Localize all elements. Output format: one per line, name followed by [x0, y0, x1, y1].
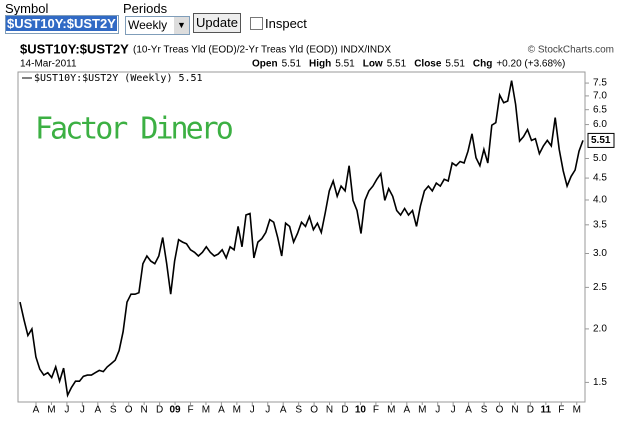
x-tick-label: J: [435, 405, 440, 416]
credit: © StockCharts.com: [528, 45, 614, 56]
y-tick-label: 2.0: [593, 324, 607, 335]
y-tick-label: 6.0: [593, 119, 607, 130]
quote-label: Close: [414, 59, 442, 70]
quote-value: 5.51: [335, 59, 355, 70]
y-tick-label: 3.5: [593, 219, 607, 230]
x-tick-label: 10: [355, 405, 367, 416]
x-tick-label: 09: [169, 405, 181, 416]
x-tick-label: A: [218, 405, 225, 416]
x-tick-label: N: [326, 405, 333, 416]
periods-select[interactable]: Weekly ▼: [125, 16, 190, 35]
x-tick-label: 11: [541, 405, 552, 416]
y-tick-label: 5.0: [593, 153, 607, 164]
symbol-input[interactable]: $UST10Y:$UST2Y: [5, 15, 119, 34]
chart-subtitle: (10-Yr Treas Yld (EOD)/2-Yr Treas Yld (E…: [133, 45, 391, 56]
x-tick-label: M: [387, 405, 395, 416]
x-tick-label: A: [94, 405, 101, 416]
x-tick-label: J: [265, 405, 270, 416]
select-arrow: ▼: [174, 17, 189, 34]
inspect-label: Inspect: [265, 16, 307, 31]
y-tick-label: 7.5: [593, 78, 607, 89]
x-tick-label: J: [64, 405, 69, 416]
x-tick-label: O: [496, 405, 504, 416]
x-tick-label: N: [511, 405, 518, 416]
x-tick-label: J: [250, 405, 255, 416]
symbol-label: Symbol: [5, 1, 49, 16]
y-tick-label: 3.0: [593, 248, 607, 259]
watermark: Factor Dinero: [35, 112, 233, 147]
last-value-box: [587, 132, 615, 148]
x-tick-label: M: [202, 405, 210, 416]
date: 14-Mar-2011: [20, 59, 77, 70]
x-tick-label: J: [451, 405, 456, 416]
x-tick-label: F: [558, 405, 564, 416]
x-tick-label: M: [47, 405, 55, 416]
x-tick-label: F: [187, 405, 193, 416]
x-tick-label: S: [481, 405, 488, 416]
y-tick-label: 7.0: [593, 91, 607, 102]
x-tick-label: M: [573, 405, 581, 416]
x-tick-label: A: [280, 405, 287, 416]
update-button[interactable]: Update: [193, 13, 241, 33]
x-tick-label: F: [373, 405, 379, 416]
legend-label: $UST10Y:$UST2Y (Weekly) 5.51: [34, 73, 203, 84]
periods-value: Weekly: [128, 18, 168, 32]
x-tick-label: O: [310, 405, 318, 416]
x-tick-label: S: [295, 405, 302, 416]
plot-frame: [17, 71, 586, 403]
quote-value: 5.51: [445, 59, 465, 70]
symbol-text: $UST10Y:$UST2Y: [6, 16, 117, 31]
y-tick-label: 2.5: [593, 282, 607, 293]
quote-label: Open: [252, 59, 278, 70]
quote-label: Low: [363, 59, 383, 70]
quote-value: 5.51: [387, 59, 407, 70]
x-tick-label: D: [341, 405, 348, 416]
x-tick-label: M: [233, 405, 241, 416]
x-tick-label: M: [418, 405, 426, 416]
quote-label: Chg: [473, 59, 492, 70]
x-tick-label: D: [527, 405, 534, 416]
periods-label: Periods: [123, 1, 168, 16]
x-tick-label: N: [141, 405, 148, 416]
series-line: [19, 80, 584, 398]
inspect-checkbox[interactable]: [250, 17, 263, 30]
x-tick-label: S: [110, 405, 117, 416]
x-tick-label: A: [465, 405, 472, 416]
x-tick-label: J: [80, 405, 85, 416]
quote-label: High: [309, 59, 331, 70]
y-tick-label: 1.5: [593, 377, 607, 388]
last-value-label: 5.51: [591, 135, 611, 146]
y-tick-label: 4.0: [593, 195, 607, 206]
quote-value: 5.51: [282, 59, 302, 70]
chart-title: $UST10Y:$UST2Y: [20, 41, 129, 56]
x-tick-label: A: [33, 405, 40, 416]
y-tick-label: 6.5: [593, 104, 607, 115]
y-tick-label: 4.5: [593, 173, 607, 184]
x-tick-label: A: [403, 405, 410, 416]
x-tick-label: O: [125, 405, 133, 416]
quote-value: +0.20 (+3.68%): [496, 59, 565, 70]
x-tick-label: D: [156, 405, 163, 416]
